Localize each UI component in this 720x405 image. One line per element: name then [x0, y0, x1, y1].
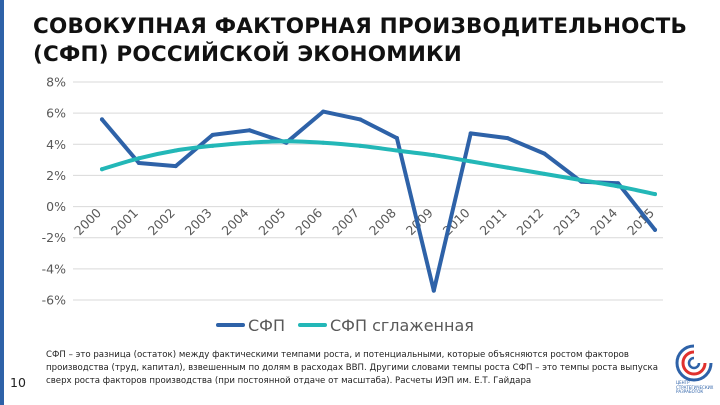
x-tick-label: 2001 [108, 205, 141, 238]
sfp-point-2011 [505, 136, 510, 141]
sfp-smoothed-point-2015 [653, 192, 657, 197]
sfp-point-2015 [653, 227, 657, 232]
chart-legend: СФП СФП сглаженная [216, 316, 474, 335]
legend-label-0: СФП [248, 316, 285, 335]
sfp-smoothed-point-2001 [136, 156, 141, 161]
sfp-point-2000 [100, 117, 104, 122]
slide-title-line-1: СОВОКУПНАЯ ФАКТОРНАЯ ПРОИЗВОДИТЕЛЬНОСТЬ [33, 14, 688, 39]
sfp-point-2001 [136, 160, 141, 165]
series-line-sfp [100, 109, 657, 293]
sfp-smoothed-point-2002 [173, 148, 178, 153]
y-axis-labels: 8% 6% 4% 2% 0% -2% -4% -6% [42, 75, 66, 308]
slide-title-line-2: (СФП) РОССИЙСКОЙ ЭКОНОМИКИ [33, 42, 462, 67]
sfp-smoothed-point-2008 [394, 148, 399, 153]
x-tick-label: 2007 [329, 205, 362, 238]
y-tick-label: -2% [42, 230, 66, 245]
x-tick-label: 2008 [366, 205, 399, 238]
sfp-smoothed-point-2010 [468, 159, 473, 164]
y-tick-label: 6% [46, 106, 66, 121]
series-line-sfp-smoothed [100, 139, 657, 197]
csr-logo-icon [675, 344, 713, 382]
y-tick-label: -6% [42, 293, 66, 308]
y-tick-label: 0% [46, 199, 66, 214]
y-tick-label: -4% [42, 261, 66, 276]
sfp-point-2008 [394, 136, 399, 141]
x-tick-label: 2013 [550, 205, 583, 238]
sfp-smoothed-point-2012 [542, 171, 547, 176]
y-tick-label: 4% [46, 137, 66, 152]
sfp-smoothed-point-2011 [505, 165, 510, 170]
x-tick-label: 2012 [513, 205, 546, 238]
sfp-point-2004 [247, 128, 252, 133]
left-accent-bar [0, 0, 4, 405]
sfp-point-2006 [321, 109, 326, 114]
sfp-point-2002 [173, 164, 178, 169]
x-tick-label: 2006 [292, 205, 325, 238]
sfp-smoothed-point-2013 [579, 178, 584, 183]
y-tick-label: 8% [46, 75, 66, 90]
x-tick-label: 2010 [440, 205, 473, 238]
sfp-smoothed-point-2014 [616, 184, 621, 189]
x-tick-label: 2002 [145, 205, 178, 238]
x-tick-label: 2004 [218, 205, 251, 238]
sfp-point-2012 [542, 151, 547, 156]
sfp-point-2007 [358, 117, 363, 122]
chart-grid [73, 81, 663, 301]
sfp-smoothed-point-2003 [210, 143, 215, 148]
x-tick-label: 2014 [587, 205, 620, 238]
sfp-smoothed-point-2005 [284, 139, 289, 144]
sfp-smoothed-point-2009 [431, 153, 436, 158]
y-tick-label: 2% [46, 168, 66, 183]
x-tick-label: 2000 [71, 205, 104, 238]
chart-series [100, 109, 657, 293]
x-tick-label: 2011 [477, 205, 510, 238]
x-tick-label: 2003 [182, 205, 215, 238]
slide-title: СОВОКУПНАЯ ФАКТОРНАЯ ПРОИЗВОДИТЕЛЬНОСТЬ … [33, 13, 693, 69]
page-number: 10 [10, 375, 26, 390]
sfp-smoothed-point-2007 [358, 143, 363, 148]
x-tick-label: 2005 [255, 205, 288, 238]
x-axis-labels: 2000 2001 2002 2003 2004 2005 2006 2007 2008 2009… [71, 205, 657, 238]
sfp-point-2009 [431, 288, 436, 293]
footnote: СФП – это разница (остаток) между фактич… [46, 350, 659, 386]
sfp-smoothed-point-2004 [247, 140, 252, 145]
legend-label-1: СФП сглаженная [330, 316, 474, 335]
sfp-smoothed-point-2006 [321, 140, 326, 145]
sfp-point-2003 [210, 132, 215, 137]
sfp-point-2010 [468, 131, 473, 136]
logo-text: ЦЕНТР СТРАТЕГИЧЕСКИХ РАЗРАБОТОК [676, 380, 714, 395]
sfp-smoothed-point-2000 [100, 167, 104, 172]
